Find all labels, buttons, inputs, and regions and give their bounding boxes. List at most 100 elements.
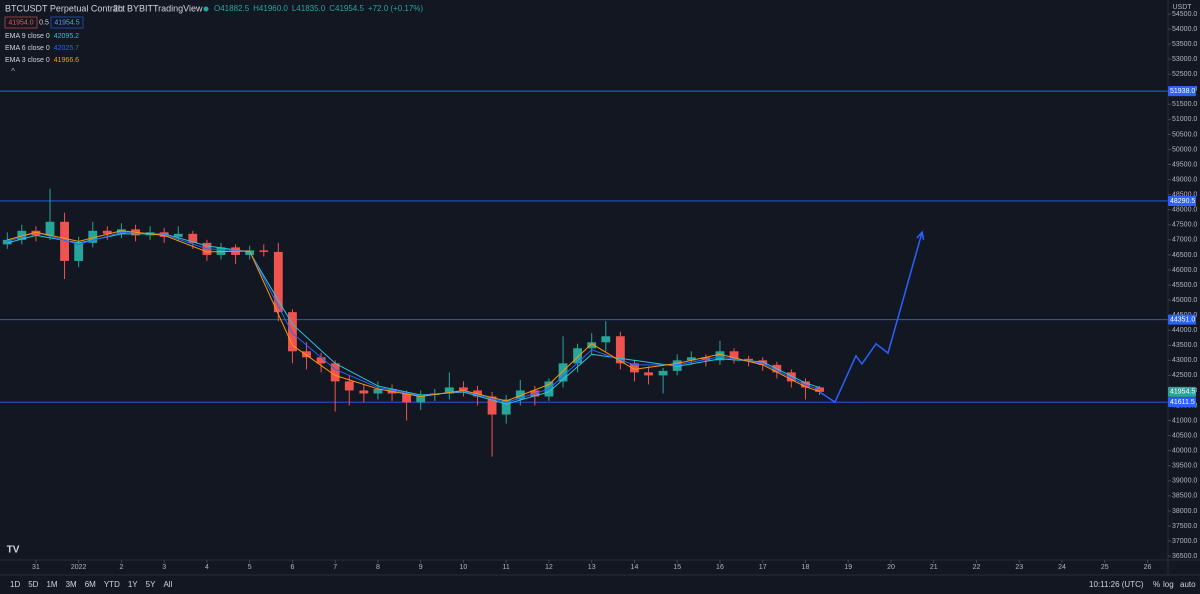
level-label: 51938.0 [1170,88,1195,95]
logo: TV [7,545,20,556]
x-tick-label: 7 [333,564,337,571]
range-button[interactable]: 1M [46,580,57,589]
candle-body [188,233,198,243]
candle-body [701,357,711,361]
x-tick-label: 16 [716,564,724,571]
y-tick-label: 49500.0 [1172,161,1197,168]
range-button[interactable]: 3M [66,580,77,589]
candle-body [715,351,725,361]
range-button[interactable]: 5Y [146,580,156,589]
x-tick-label: 18 [802,564,810,571]
x-tick-label: 31 [32,564,40,571]
y-tick-label: 36500.0 [1172,553,1197,560]
y-tick-label: 39500.0 [1172,463,1197,470]
range-button[interactable]: YTD [104,580,120,589]
platform: TradingView [153,3,203,13]
y-tick-label: 46500.0 [1172,252,1197,259]
x-tick-label: 5 [248,564,252,571]
y-tick-label: 46000.0 [1172,267,1197,274]
level-label: 44351.0 [1170,316,1195,323]
overlay-name: EMA 9 close 0 [5,33,50,40]
y-tick-label: 51000.0 [1172,116,1197,123]
candle-body [601,336,611,343]
y-tick-label: 54500.0 [1172,11,1197,18]
scale-option[interactable]: log [1163,580,1174,589]
plot-area [0,90,1168,457]
candle-body [587,342,597,349]
x-tick-label: 9 [419,564,423,571]
ask-box [50,16,84,29]
y-tick-label: 53500.0 [1172,41,1197,48]
candle-body [45,221,55,236]
legend: BTCUSDT Perpetual Contract 2h BYBIT Trad… [4,3,209,76]
candle-body [102,230,112,234]
y-tick-label: 49000.0 [1172,176,1197,183]
y-tick-label: 37500.0 [1172,523,1197,530]
scale-option[interactable]: auto [1180,580,1196,589]
x-tick-label: 2 [119,564,123,571]
y-tick-label: 42500.0 [1172,372,1197,379]
x-tick-label: 23 [1015,564,1023,571]
y-tick-label: 39000.0 [1172,478,1197,485]
candle-body [316,357,326,364]
range-button[interactable]: 1Y [128,580,138,589]
y-tick-label: 44000.0 [1172,327,1197,334]
candle-body [758,360,768,365]
y-tick-label: 52500.0 [1172,71,1197,78]
overlay-name: EMA 3 close 0 [5,57,50,64]
ema-line [7,231,820,404]
candle-body [487,396,497,415]
candle-body [344,381,354,391]
range-button[interactable]: 1D [10,580,20,589]
candle-body [658,370,668,376]
x-tick-label: 6 [290,564,294,571]
candle-body [416,394,426,403]
projection-line [819,231,923,404]
candle-body [630,363,639,373]
overlay-name: EMA 6 close 0 [5,45,50,52]
level-label-box [1168,314,1196,325]
overlay-last: 42095.2 [54,33,79,40]
bid: 41954.0 [8,19,33,26]
y-tick-label: 40500.0 [1172,432,1197,439]
range-button[interactable]: 5D [28,580,38,589]
x-tick-label: 22 [973,564,981,571]
level-label-box [1168,86,1196,97]
y-tick-label: 48500.0 [1172,192,1197,199]
y-tick-label: 43000.0 [1172,357,1197,364]
x-tick-label: 14 [631,564,639,571]
candle-body [60,221,69,261]
candle-body [88,230,98,243]
y-tick-label: 41000.0 [1172,417,1197,424]
range-button[interactable]: All [163,580,172,589]
y-tick-label: 38000.0 [1172,508,1197,515]
y-tick-label: 53000.0 [1172,56,1197,63]
y-tick-label: 38500.0 [1172,493,1197,500]
y-tick-label: 37000.0 [1172,538,1197,545]
candle-body [672,360,682,371]
candle-body [373,388,383,394]
ohlc-value: O41882.5 [214,4,250,13]
candle-body [444,387,454,394]
range-button[interactable]: 6M [85,580,96,589]
ohlc-value: L41835.0 [292,4,326,13]
y-tick-label: 51500.0 [1172,101,1197,108]
ask: 41954.5 [54,19,79,26]
y-tick-label: 47000.0 [1172,237,1197,244]
x-tick-label: 3 [162,564,166,571]
x-tick-label: 19 [844,564,852,571]
x-tick-label: 26 [1144,564,1152,571]
candle-body [74,242,84,261]
candle-body [402,393,411,403]
candle-body [2,239,12,245]
arrow-head [916,230,925,241]
x-tick-label: 17 [759,564,767,571]
overlay-last: 41966.6 [54,57,79,64]
candle-body [17,230,27,240]
y-tick-label: 48000.0 [1172,207,1197,214]
y-tick-label: 40000.0 [1172,448,1197,455]
collapse-chevron[interactable]: ^ [11,67,15,76]
x-tick-label: 2022 [71,564,87,571]
candle-body [31,230,41,236]
scale-option[interactable]: % [1153,580,1160,589]
